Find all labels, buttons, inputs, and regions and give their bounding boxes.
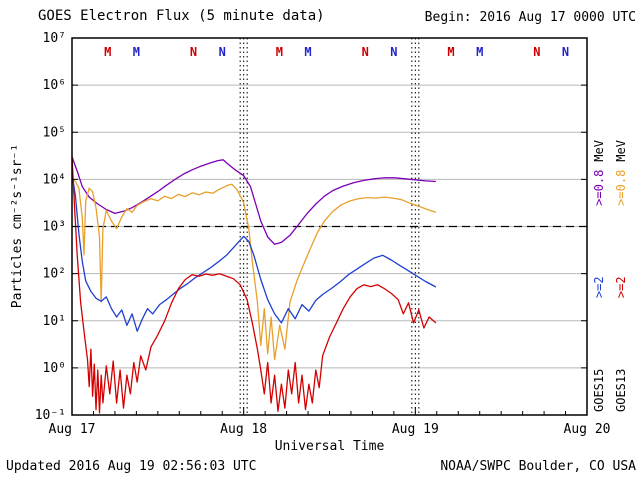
legend-goes15-unit: MeV	[592, 140, 606, 162]
begin-time-label: Begin: 2016 Aug 17 0000 UTC	[424, 10, 636, 25]
y-tick-label: 10⁻¹	[35, 408, 66, 423]
satellite-marker-M-icon: M	[447, 45, 454, 59]
satellite-marker-N-icon: N	[362, 45, 369, 59]
y-tick-label: 10²	[43, 267, 66, 282]
legend-goes13: GOES13 >=2 >=0.8 MeV	[614, 140, 628, 412]
x-tick-label: Aug 18	[220, 422, 267, 437]
y-tick-label: 10⁴	[43, 172, 66, 187]
source-attribution: NOAA/SWPC Boulder, CO USA	[440, 459, 636, 474]
legend-goes15-ge08: >=0.8	[592, 169, 606, 206]
legend-goes13-ge08: >=0.8	[614, 169, 628, 206]
legend-goes13-unit: MeV	[614, 140, 628, 162]
y-tick-label: 10⁶	[43, 78, 66, 93]
satellite-marker-N-icon: N	[562, 45, 569, 59]
legend-goes15-ge2: >=2	[592, 276, 606, 299]
y-tick-label: 10⁷	[43, 31, 66, 46]
series-line-goes13-ge08	[71, 177, 437, 361]
satellite-marker-M-icon: M	[304, 45, 311, 59]
satellite-marker-N-icon: N	[390, 45, 397, 59]
x-tick-label: Aug 20	[564, 422, 611, 437]
satellite-marker-M-icon: M	[476, 45, 483, 59]
y-tick-label: 10⁰	[43, 361, 66, 376]
series-line-goes15-ge08	[71, 156, 436, 245]
legend-goes13-energy-group: >=0.8 MeV	[614, 140, 628, 206]
satellite-marker-N-icon: N	[219, 45, 226, 59]
legend-goes13-name: GOES13	[614, 368, 628, 412]
satellite-marker-M-icon: M	[104, 45, 111, 59]
y-tick-label: 10¹	[43, 314, 66, 329]
x-axis-title: Universal Time	[275, 439, 385, 454]
y-tick-label: 10³	[43, 220, 66, 235]
legend-goes15: GOES15 >=2 >=0.8 MeV	[592, 140, 606, 412]
satellite-marker-M-icon: M	[276, 45, 283, 59]
x-tick-label: Aug 17	[49, 422, 96, 437]
x-tick-label: Aug 19	[392, 422, 439, 437]
satellite-marker-M-icon: M	[133, 45, 140, 59]
series-line-goes15-ge2	[71, 173, 437, 332]
y-tick-label: 10⁵	[43, 125, 66, 140]
legend-goes13-ge2: >=2	[614, 276, 628, 299]
legend-goes15-energy-group: >=0.8 MeV	[592, 140, 606, 206]
chart-title: GOES Electron Flux (5 minute data)	[38, 8, 325, 24]
y-axis-title: Particles cm⁻²s⁻¹sr⁻¹	[10, 143, 25, 309]
series-line-goes13-ge2	[71, 156, 437, 414]
updated-timestamp: Updated 2016 Aug 19 02:56:03 UTC	[6, 459, 257, 474]
legend-goes15-name: GOES15	[592, 368, 606, 412]
satellite-marker-N-icon: N	[533, 45, 540, 59]
satellite-marker-N-icon: N	[190, 45, 197, 59]
